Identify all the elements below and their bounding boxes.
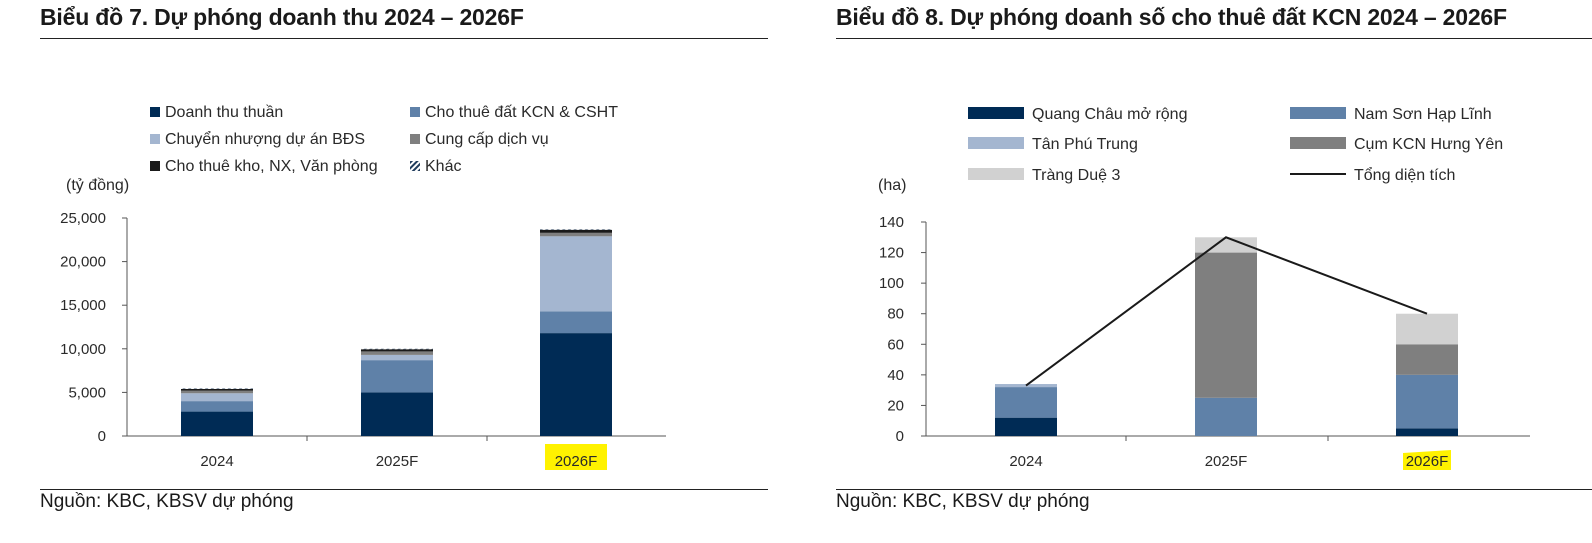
- x-tick-label: 2026F: [1406, 453, 1449, 470]
- bar-chuyen-nhuong-du-an-bds-2026f: [540, 236, 612, 312]
- legend-label-cho-thue-dat-kcn-csht: Cho thuê đất KCN & CSHT: [425, 104, 618, 121]
- x-tick-label: 2026F: [555, 453, 598, 470]
- bar-cho-thue-kho-nx-van-phong-2024: [181, 388, 253, 391]
- bar-chuyen-nhuong-du-an-bds-2024: [181, 393, 253, 402]
- legend-swatch-trang-due-3: [968, 168, 1024, 180]
- bar-quang-chau-mo-rong-2026f: [1396, 428, 1458, 436]
- y-tick-label: 0: [896, 428, 904, 445]
- bar-trang-due-3-2026f: [1396, 313, 1458, 345]
- bar-cho-thue-dat-kcn-csht-2026f: [540, 311, 612, 334]
- title-divider: [40, 38, 768, 39]
- y-tick-label: 20,000: [60, 254, 106, 271]
- bar-quang-chau-mo-rong-2024: [995, 417, 1057, 436]
- bar-cung-cap-dich-vu-2025f: [361, 351, 433, 355]
- bar-cum-kcn-hung-yen-2026f: [1396, 344, 1458, 375]
- legend-label-doanh-thu-thuan: Doanh thu thuần: [165, 104, 283, 121]
- bar-chuyen-nhuong-du-an-bds-2025f: [361, 354, 433, 361]
- y-tick-label: 0: [98, 428, 106, 445]
- legend-label-trang-due-3: Tràng Duệ 3: [1032, 167, 1120, 184]
- y-tick-label: 5,000: [68, 384, 106, 401]
- y-axis-unit: (tỷ đồng): [66, 177, 129, 194]
- y-tick-label: 120: [879, 245, 904, 262]
- legend-swatch-nam-son-hap-linh: [1290, 107, 1346, 119]
- land-lease-chart: Quang Châu mở rộng Nam Sơn Hạp Lĩnh Tân Ph…: [878, 106, 1530, 470]
- bar-doanh-thu-thuan-2026f: [540, 333, 612, 436]
- y-tick-label: 25,000: [60, 210, 106, 227]
- legend-swatch-quang-chau-mo-rong: [968, 107, 1024, 119]
- legend-label-khac: Khác: [425, 158, 461, 175]
- x-tick-label: 2025F: [376, 453, 419, 470]
- legend-label-cung-cap-dich-vu: Cung cấp dịch vụ: [425, 131, 549, 148]
- y-tick-label: 60: [887, 336, 904, 353]
- legend-label-nam-son-hap-linh: Nam Sơn Hạp Lĩnh: [1354, 106, 1492, 123]
- chart-panel-revenue: Biểu đồ 7. Dự phóng doanh thu 2024 – 202…: [0, 0, 790, 543]
- y-tick-label: 140: [879, 214, 904, 231]
- y-tick-label: 20: [887, 397, 904, 414]
- legend-label-quang-chau-mo-rong: Quang Châu mở rộng: [1032, 106, 1187, 123]
- bar-cho-thue-kho-nx-van-phong-2025f: [361, 349, 433, 352]
- legend-swatch-doanh-thu-thuan: [150, 107, 160, 117]
- bar-cho-thue-kho-nx-van-phong-2026f: [540, 229, 612, 233]
- legend-swatch-cum-kcn-hung-yen: [1290, 137, 1346, 149]
- highlight-marker: [545, 444, 607, 470]
- bar-doanh-thu-thuan-2025f: [361, 392, 433, 436]
- bar-cho-thue-dat-kcn-csht-2025f: [361, 360, 433, 393]
- x-tick-label: 2024: [1009, 453, 1042, 470]
- legend-label-tong-dien-tich: Tổng diện tích: [1354, 166, 1455, 184]
- bar-cung-cap-dich-vu-2024: [181, 390, 253, 394]
- line-tong-dien-tich: [1025, 236, 1428, 387]
- legend-label-cho-thue-kho-nx-van-phong: Cho thuê kho, NX, Văn phòng: [165, 158, 378, 175]
- y-tick-label: 15,000: [60, 297, 106, 314]
- legend-swatch-tan-phu-trung: [968, 137, 1024, 149]
- y-tick-label: 100: [879, 275, 904, 292]
- y-tick-label: 80: [887, 306, 904, 323]
- x-tick-label: 2025F: [1205, 453, 1248, 470]
- source-note: Nguồn: KBC, KBSV dự phóng: [836, 491, 1090, 512]
- y-axis-unit: (ha): [878, 177, 906, 194]
- legend-swatch-cho-thue-kho-nx-van-phong: [150, 161, 160, 171]
- chart-title: Biểu đồ 8. Dự phóng doanh số cho thuê đấ…: [836, 4, 1507, 30]
- source-divider: [836, 489, 1592, 490]
- legend-label-tan-phu-trung: Tân Phú Trung: [1032, 136, 1138, 153]
- legend-swatch-chuyen-nhuong-du-an-bds: [150, 134, 160, 144]
- legend-swatch-cung-cap-dich-vu: [410, 134, 420, 144]
- legend-swatch-cho-thue-dat-kcn-csht: [410, 107, 420, 117]
- chart-title: Biểu đồ 7. Dự phóng doanh thu 2024 – 202…: [40, 4, 524, 30]
- bar-cung-cap-dich-vu-2026f: [540, 232, 612, 237]
- legend-label-cum-kcn-hung-yen: Cụm KCN Hưng Yên: [1354, 136, 1503, 153]
- bar-cho-thue-dat-kcn-csht-2024: [181, 401, 253, 412]
- chart-panel-land-lease: Biểu đồ 8. Dự phóng doanh số cho thuê đấ…: [798, 0, 1592, 543]
- y-tick-label: 10,000: [60, 341, 106, 358]
- bar-cum-kcn-hung-yen-2025f: [1195, 252, 1257, 398]
- x-tick-label: 2024: [200, 453, 233, 470]
- source-divider: [40, 489, 768, 490]
- legend-label-chuyen-nhuong-du-an-bds: Chuyển nhượng dự án BĐS: [165, 130, 365, 148]
- revenue-chart: Doanh thu thuần Cho thuê đất KCN & CSHT Ch…: [60, 104, 666, 470]
- bar-nam-son-hap-linh-2024: [995, 387, 1057, 418]
- highlight-marker: [1403, 450, 1451, 470]
- bar-doanh-thu-thuan-2024: [181, 411, 253, 436]
- title-divider: [836, 38, 1592, 39]
- source-note: Nguồn: KBC, KBSV dự phóng: [40, 491, 294, 512]
- y-tick-label: 40: [887, 367, 904, 384]
- bar-nam-son-hap-linh-2026f: [1396, 374, 1458, 429]
- bar-nam-son-hap-linh-2025f: [1195, 397, 1257, 436]
- legend-swatch-khac: [410, 161, 420, 171]
